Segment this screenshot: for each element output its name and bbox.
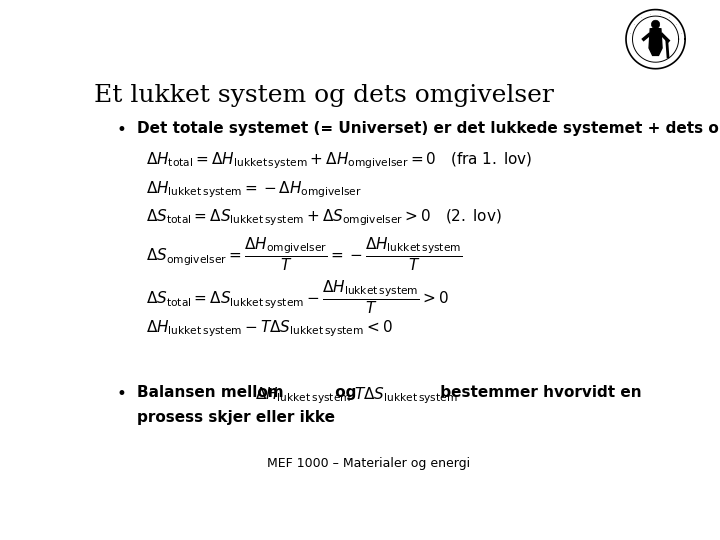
Text: prosess skjer eller ikke: prosess skjer eller ikke (138, 410, 336, 425)
Text: $\Delta H_{\mathrm{lukket\,system}} - T\Delta S_{\mathrm{lukket\,system}} < 0$: $\Delta H_{\mathrm{lukket\,system}} - T\… (145, 319, 392, 339)
Text: .: . (641, 15, 642, 19)
Text: .: . (676, 22, 678, 26)
Text: .: . (660, 11, 661, 16)
Text: •: • (117, 385, 127, 403)
Circle shape (652, 20, 660, 29)
Text: $\Delta S_{\mathrm{total}} = \Delta S_{\mathrm{lukket\,system}} - \dfrac{\Delta : $\Delta S_{\mathrm{total}} = \Delta S_{\… (145, 279, 449, 316)
Text: $T\Delta S_{\mathrm{lukket\,system}}$: $T\Delta S_{\mathrm{lukket\,system}}$ (354, 385, 458, 406)
Text: $\Delta H_{\mathrm{lukket\,system}}$: $\Delta H_{\mathrm{lukket\,system}}$ (255, 385, 351, 406)
Text: .: . (630, 31, 631, 35)
Text: .: . (634, 22, 635, 26)
Text: .: . (650, 11, 652, 16)
Text: bestemmer hvorvidt en: bestemmer hvorvidt en (435, 385, 642, 400)
Text: Balansen mellom: Balansen mellom (138, 385, 289, 400)
Text: .: . (669, 15, 670, 19)
Text: $\Delta H_{\mathrm{total}} = \Delta H_{\mathrm{lukket\,system}} + \Delta H_{\mat: $\Delta H_{\mathrm{total}} = \Delta H_{\… (145, 150, 532, 171)
Text: $\Delta H_{\mathrm{lukket\,system}} = -\Delta H_{\mathrm{omgivelser}}$: $\Delta H_{\mathrm{lukket\,system}} = -\… (145, 179, 361, 200)
Text: Det totale systemet (= Universet) er det lukkede systemet + dets omgivelser: Det totale systemet (= Universet) er det… (138, 121, 720, 136)
Text: og: og (330, 385, 361, 400)
Text: Et lukket system og dets omgivelser: Et lukket system og dets omgivelser (94, 84, 554, 106)
Polygon shape (649, 29, 662, 56)
Text: $\Delta S_{\mathrm{omgivelser}} = \dfrac{\Delta H_{\mathrm{omgivelser}}}{T} = -\: $\Delta S_{\mathrm{omgivelser}} = \dfrac… (145, 235, 462, 273)
Text: .: . (680, 31, 681, 35)
Text: $\Delta S_{\mathrm{total}} = \Delta S_{\mathrm{lukket\,system}} + \Delta S_{\mat: $\Delta S_{\mathrm{total}} = \Delta S_{\… (145, 207, 502, 228)
Text: MEF 1000 – Materialer og energi: MEF 1000 – Materialer og energi (267, 457, 471, 470)
Text: •: • (117, 121, 127, 139)
